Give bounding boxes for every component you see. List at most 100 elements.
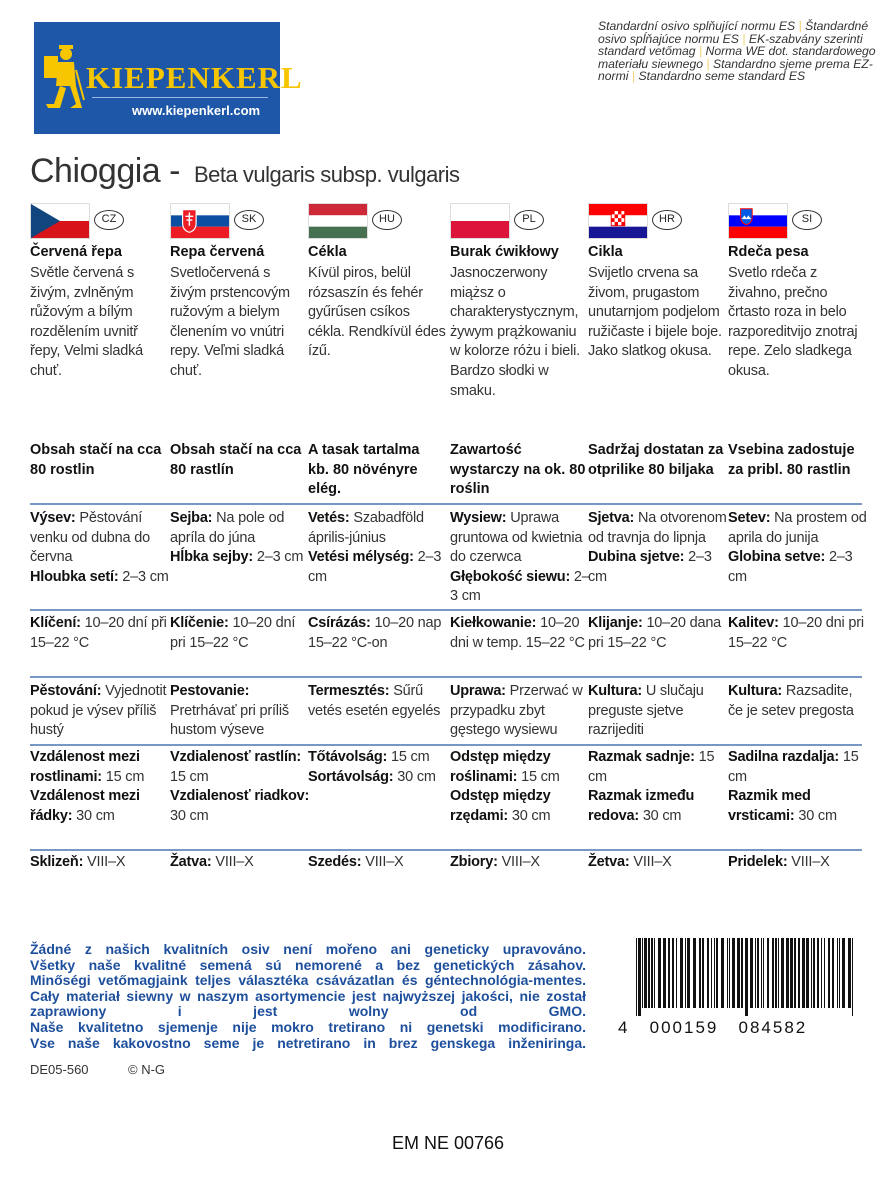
info-block: Kiełkowanie: 10–20 dni w temp. 15–22 °C: [450, 614, 590, 653]
barcode-bar: [824, 938, 825, 1008]
info-label: Csírázás:: [308, 615, 371, 631]
info-block: Razmik med vrsticami: 30 cm: [728, 787, 868, 826]
country-code: SI: [792, 210, 822, 230]
info-label: Globina setve:: [728, 549, 826, 566]
product-code: DE05-560: [30, 1062, 89, 1077]
barcode-bar: [676, 938, 677, 1008]
info-block: Globina setve: 2–3 cm: [728, 548, 868, 587]
barcode-bar: [644, 938, 647, 1008]
info-cell: Uprawa: Przerwać w przypadku zbyt gęsteg…: [450, 682, 590, 741]
divider: [30, 849, 862, 851]
info-block: Vetés: Szabadföld április-június: [308, 509, 448, 548]
info-value: 10–20 dní pri 15–22 °C: [170, 615, 296, 651]
czech-flag: [30, 203, 90, 239]
country-code: CZ: [94, 210, 124, 230]
info-cell: Klijanje: 10–20 dana pri 15–22 °C: [588, 614, 728, 653]
barcode-bar: [761, 938, 762, 1008]
info-block: Klíčenie: 10–20 dní pri 15–22 °C: [170, 614, 310, 653]
barcode-bar: [668, 938, 670, 1008]
info-label: Žetva:: [588, 854, 630, 870]
divider: [30, 744, 862, 746]
info-cell: Sklizeň: VIII–X: [30, 853, 170, 873]
local-name: Burak ćwikłowy: [450, 244, 559, 260]
separator: |: [795, 19, 806, 33]
barcode-bar: [811, 938, 812, 1008]
seed-count: A tasak tartalma kb. 80 növényre elég.: [308, 442, 420, 498]
info-value: Na pole od apríla do júna: [170, 510, 285, 546]
barcode-bar: [828, 938, 830, 1008]
info-block: Vzdialenosť riadkov: 30 cm: [170, 787, 310, 826]
barcode-bar: [848, 938, 851, 1008]
info-cell: Csírázás: 10–20 nap 15–22 °C-on: [308, 614, 448, 653]
separator: |: [738, 31, 749, 46]
info-cell: Sejba: Na pole od apríla do júna Hĺbka se…: [170, 509, 310, 568]
barcode-bar: [729, 938, 730, 1008]
note-line: Naše kvalitetno sjemenje nije mokro tret…: [30, 1018, 586, 1035]
info-value: 30 cm: [638, 807, 682, 824]
info-cell: Termesztés: Sűrű vetés esetén egyelés: [308, 682, 448, 721]
info-value: VIII–X: [211, 854, 254, 870]
barcode-bar: [778, 938, 779, 1008]
seed-count: Vsebina zadostuje za pribl. 80 rastlin: [728, 442, 855, 478]
info-cell: Žetva: VIII–X: [588, 853, 728, 873]
barcode-bar: [714, 938, 715, 1008]
info-value: 30 cm: [72, 807, 115, 824]
info-value: VIII–X: [787, 854, 830, 870]
description: Světle červená s živým, zvlněným růžovým…: [30, 265, 143, 379]
barcode-bar: [839, 938, 840, 1008]
local-name: Rdeča pesa: [728, 244, 809, 260]
info-block: Sadilna razdalja: 15 cm: [728, 748, 868, 787]
description: Svetlo rdeča z živahno, prečno črtasto r…: [728, 265, 858, 379]
info-block: Setev: Na prostem od aprila do junija: [728, 509, 868, 548]
info-label: Hloubka setí:: [30, 568, 119, 585]
seed-count: Obsah stačí na cca 80 rostlin: [30, 442, 162, 478]
barcode-bar: [794, 938, 796, 1008]
info-label: Klijanje:: [588, 615, 643, 631]
barcode-bar: [763, 938, 764, 1008]
barcode-bar: [732, 938, 735, 1008]
info-value: Pretrhávať pri príliš hustom výseve: [170, 702, 289, 739]
info-value: VIII–X: [361, 854, 404, 870]
em-number: EM NE 00766: [391, 1133, 505, 1153]
barcode-bar: [802, 938, 805, 1008]
barcode-bar: [772, 938, 774, 1008]
info-label: Dubina sjetve:: [588, 549, 685, 566]
barcode-bar: [711, 938, 712, 1008]
info-value: 15 cm: [588, 749, 715, 785]
info-block: Szedés: VIII–X: [308, 853, 448, 873]
barcode-bar: [636, 938, 637, 1016]
info-label: Pestovanie:: [170, 683, 250, 699]
info-label: Tőtávolság:: [308, 749, 388, 765]
info-block: Kalitev: 10–20 dni pri 15–22 °C: [728, 614, 868, 653]
info-block: Kultura: Razsadite, če je setev pregosta: [728, 682, 868, 721]
info-label: Výsev:: [30, 510, 76, 526]
description: Jasnoczerwony miąższ o charakterystyczny…: [450, 265, 580, 399]
info-block: Pěstování: Vyjednotit pokud je výsev pří…: [30, 682, 170, 741]
info-label: Sklizeň:: [30, 854, 84, 870]
info-value: 2–3 cm: [728, 549, 853, 585]
barcode-bar: [842, 938, 845, 1008]
polish-flag: [450, 203, 510, 239]
info-cell: Wysiew: Uprawa gruntowa od kwietnia do c…: [450, 509, 590, 607]
info-label: Sjetva:: [588, 510, 635, 526]
info-label: Sadilna razdalja:: [728, 749, 840, 765]
info-value: Na otvorenom od travnja do lipnja: [588, 510, 727, 546]
info-value: 2–3 cm: [588, 549, 712, 585]
barcode-bar: [786, 938, 789, 1008]
info-value: 2–3 cm: [308, 549, 442, 585]
local-name: Cikla: [588, 244, 623, 260]
barcode-bar: [693, 938, 696, 1008]
info-block: Žetva: VIII–X: [588, 853, 728, 873]
separator: |: [628, 69, 639, 83]
local-name: Cékla: [308, 244, 347, 260]
info-label: Odstęp między roślinami:: [450, 749, 551, 785]
country-code: HR: [652, 210, 682, 230]
barcode-bar: [798, 938, 800, 1008]
description: Svijetlo crvena sa živom, prugastom unut…: [588, 265, 722, 360]
barcode-bar: [663, 938, 666, 1008]
info-cell: Zbiory: VIII–X: [450, 853, 590, 873]
info-block: Głębokość siewu: 2–3 cm: [450, 568, 590, 607]
info-block: Klijanje: 10–20 dana pri 15–22 °C: [588, 614, 728, 653]
info-label: Zbiory:: [450, 854, 498, 870]
page-title: Chioggia - Beta vulgaris subsp. vulgaris: [30, 152, 460, 191]
